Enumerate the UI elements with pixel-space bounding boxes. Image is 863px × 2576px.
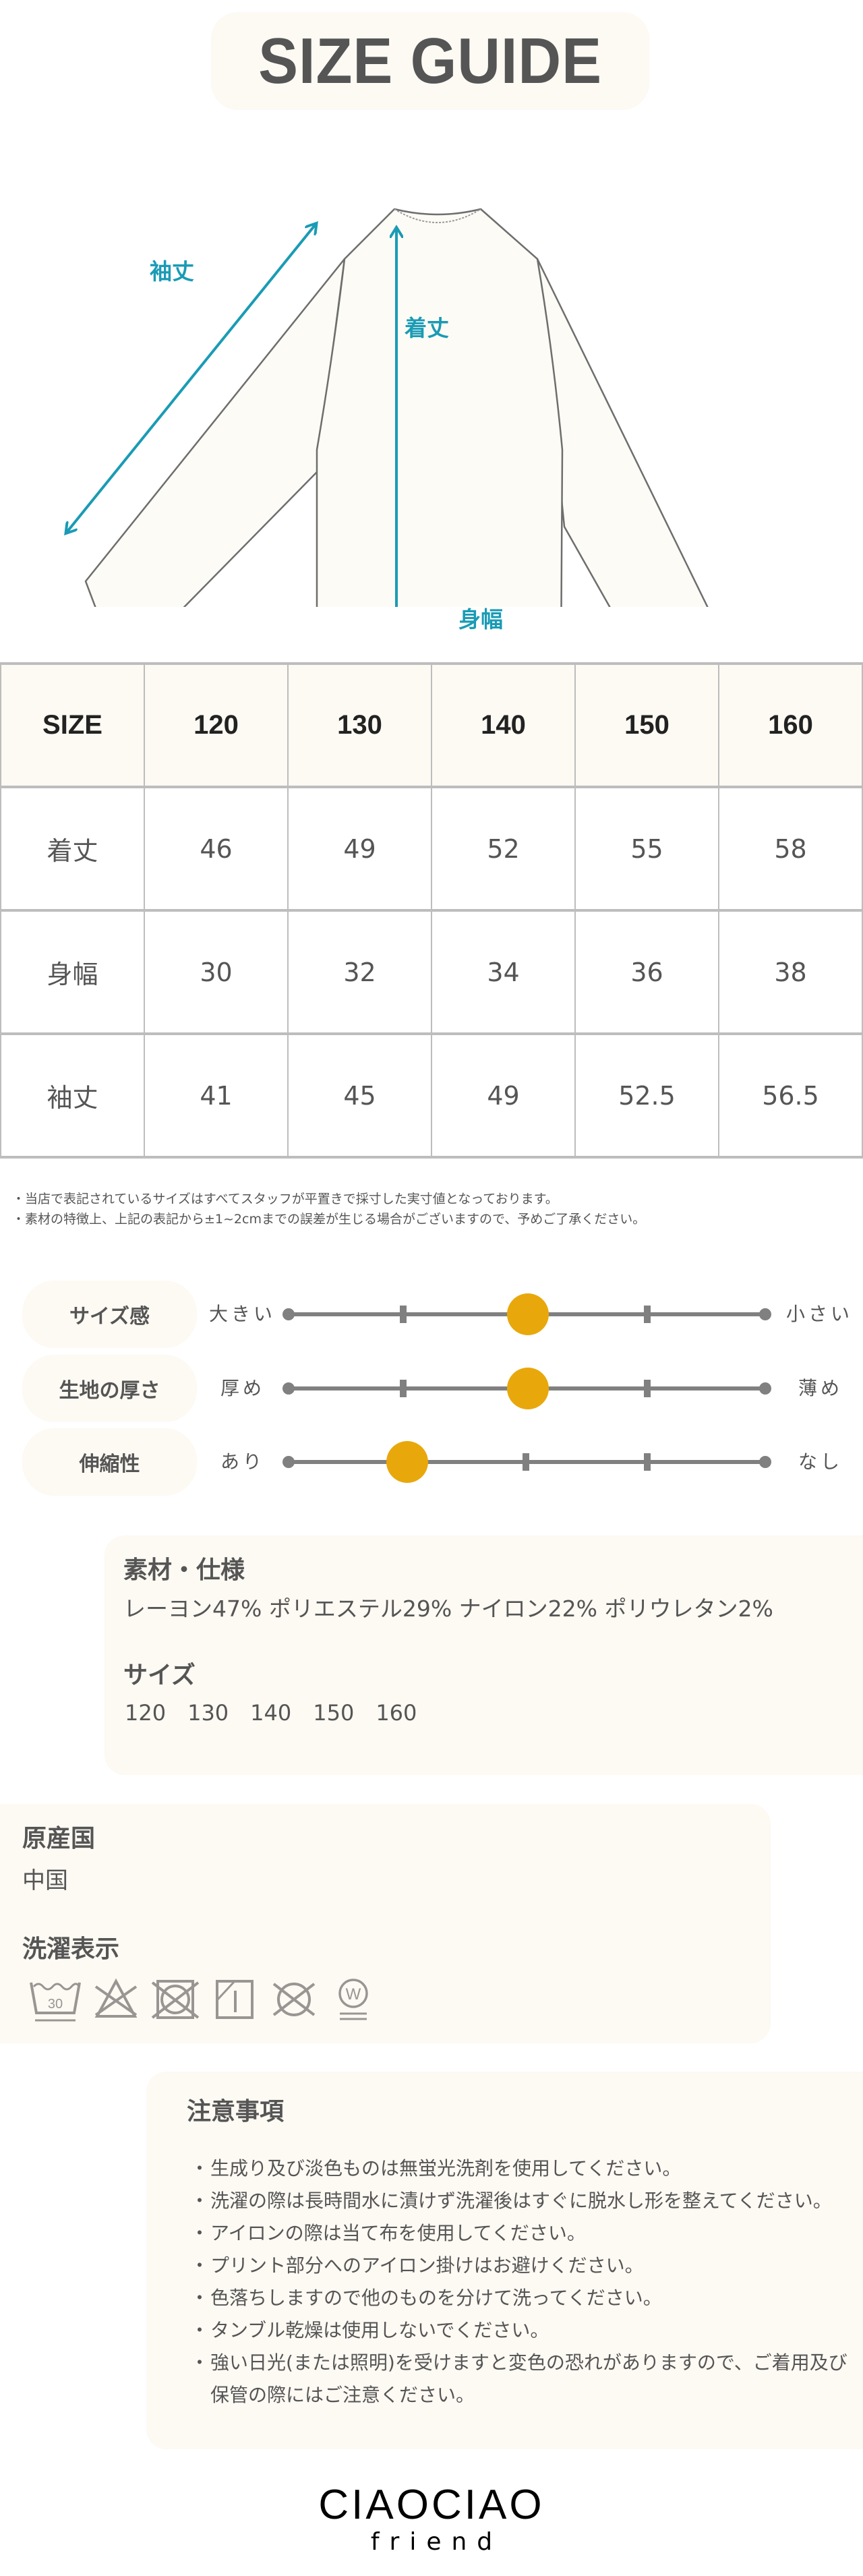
brand-sub: friend — [370, 2528, 503, 2556]
slider-label: 生地の厚さ — [22, 1355, 197, 1422]
sizes-heading: サイズ — [123, 1662, 196, 1689]
disclaimer-line: ・当店で表記されているサイズはすべてスタッフが平置きで採寸した実寸値となっており… — [12, 1192, 558, 1206]
svg-text:30: 30 — [48, 1997, 63, 2012]
no-bleach-icon — [86, 1976, 146, 2023]
line-dry-shade-icon — [205, 1976, 264, 2023]
table-cell: 58 — [718, 786, 863, 911]
slider-endpoint — [759, 1308, 771, 1320]
slider-label: 伸縮性 — [22, 1428, 197, 1496]
table-row: 着丈 46 49 52 55 58 — [0, 786, 863, 911]
slider-knob — [386, 1441, 428, 1483]
list-item: 洗濯の際は長時間水に漬けず洗濯後はすぐに脱水し形を整えてください。 — [190, 2185, 863, 2217]
row-label: 身幅 — [0, 909, 145, 1034]
header-size: 140 — [431, 662, 576, 788]
header-size: 160 — [718, 662, 863, 788]
slider-max-label: 薄め — [798, 1377, 843, 1399]
table-cell: 41 — [144, 1032, 289, 1159]
row-label: 袖丈 — [0, 1032, 145, 1159]
no-tumble-dry-icon — [146, 1976, 205, 2023]
size-disclaimer: ・当店で表記されているサイズはすべてスタッフが平置きで採寸した実寸値となっており… — [12, 1189, 863, 1229]
slider-endpoint — [759, 1456, 771, 1468]
table-header-row: SIZE 120 130 140 150 160 — [0, 662, 863, 788]
table-cell: 52 — [431, 786, 576, 911]
table-cell: 34 — [431, 909, 576, 1034]
table-row: 身幅 30 32 34 36 38 — [0, 909, 863, 1034]
table-cell: 52.5 — [574, 1032, 719, 1159]
slider-tick — [644, 1453, 651, 1471]
header-size: 120 — [144, 662, 289, 788]
list-item: 強い日光(または照明)を受けますと変色の恐れがありますので、ご着用及び保管の際に… — [190, 2347, 863, 2411]
title-banner: SIZE GUIDE — [211, 12, 649, 110]
available-sizes: 120 130 140 150 160 — [125, 1700, 417, 1726]
slider-min-label: 厚め — [220, 1377, 266, 1399]
garment-diagram: 袖丈 着丈 身幅 — [0, 162, 863, 633]
table-cell: 49 — [431, 1032, 576, 1159]
care-heading: 洗濯表示 — [22, 1935, 120, 1963]
list-item: アイロンの際は当て布を使用してください。 — [190, 2217, 863, 2250]
slider-min-label: 大きい — [209, 1303, 276, 1325]
list-item: 生成り及び淡色ものは無蛍光洗剤を使用してください。 — [190, 2153, 863, 2185]
header-size: 130 — [287, 662, 432, 788]
notes-list: 生成り及び淡色ものは無蛍光洗剤を使用してください。 洗濯の際は長時間水に漬けず洗… — [190, 2153, 863, 2411]
slider-endpoint — [282, 1456, 295, 1468]
svg-text:W: W — [346, 1985, 361, 2003]
slider-max-label: なし — [798, 1451, 843, 1473]
slider-tick — [644, 1380, 651, 1397]
slider-endpoint — [759, 1382, 771, 1395]
table-cell: 30 — [144, 909, 289, 1034]
slider-max-label: 小さい — [786, 1303, 854, 1325]
table-cell: 32 — [287, 909, 432, 1034]
notes-box: 注意事項 生成り及び淡色ものは無蛍光洗剤を使用してください。 洗濯の際は長時間水… — [146, 2072, 863, 2449]
header-size-label: SIZE — [0, 662, 145, 788]
slider-tick — [400, 1306, 407, 1323]
fit-slider-thickness: 生地の厚さ 厚め 薄め — [0, 1355, 863, 1422]
sleeve-length-label: 袖丈 — [150, 258, 194, 285]
slider-min-label: あり — [220, 1451, 266, 1473]
shirt-outline-icon — [0, 208, 709, 607]
body-width-label: 身幅 — [458, 606, 503, 633]
notes-heading: 注意事項 — [187, 2098, 285, 2126]
list-item: タンブル乾燥は使用しないでください。 — [190, 2314, 863, 2347]
row-label: 着丈 — [0, 786, 145, 911]
care-icons: 30 — [27, 1976, 383, 2023]
table-cell: 49 — [287, 786, 432, 911]
wash-30-gentle-icon: 30 — [27, 1976, 86, 2023]
fit-slider-stretch: 伸縮性 あり なし — [0, 1428, 863, 1496]
table-row: 袖丈 41 45 49 52.5 56.5 — [0, 1032, 863, 1159]
slider-tick — [400, 1380, 407, 1397]
table-cell: 36 — [574, 909, 719, 1034]
table-cell: 56.5 — [718, 1032, 863, 1159]
slider-knob — [507, 1368, 549, 1409]
list-item: プリント部分へのアイロン掛けはお避けください。 — [190, 2250, 863, 2282]
slider-endpoint — [282, 1382, 295, 1395]
table-cell: 38 — [718, 909, 863, 1034]
origin-care-box: 原産国 中国 洗濯表示 30 — [0, 1804, 771, 2043]
brand-name: CIAOCIAO — [318, 2482, 545, 2528]
fit-slider-size: サイズ感 大きい 小さい — [0, 1281, 863, 1348]
disclaimer-line: ・素材の特徴上、上記の表記から±1~2cmまでの誤差が生じる場合がございますので… — [12, 1212, 646, 1227]
origin-value: 中国 — [22, 1867, 68, 1894]
table-cell: 46 — [144, 786, 289, 911]
table-cell: 45 — [287, 1032, 432, 1159]
table-cell: 55 — [574, 786, 719, 911]
material-composition: レーヨン47% ポリエステル29% ナイロン22% ポリウレタン2% — [123, 1596, 773, 1622]
page-title: SIZE GUIDE — [258, 24, 602, 97]
size-table: SIZE 120 130 140 150 160 着丈 46 49 52 55 … — [0, 662, 863, 1159]
no-dry-clean-icon — [264, 1976, 324, 2023]
wet-clean-very-gentle-icon: W — [324, 1976, 383, 2023]
material-spec-box: 素材・仕様 レーヨン47% ポリエステル29% ナイロン22% ポリウレタン2%… — [105, 1535, 863, 1775]
slider-tick — [644, 1306, 651, 1323]
brand-logo: CIAOCIAO friend — [256, 2482, 607, 2556]
slider-label: サイズ感 — [22, 1281, 197, 1348]
slider-knob — [507, 1293, 549, 1335]
slider-endpoint — [282, 1308, 295, 1320]
origin-heading: 原産国 — [22, 1825, 96, 1852]
slider-tick — [523, 1453, 529, 1471]
header-size: 150 — [574, 662, 719, 788]
body-length-label: 着丈 — [405, 315, 449, 341]
list-item: 色落ちしますので他のものを分けて洗ってください。 — [190, 2282, 863, 2314]
material-heading: 素材・仕様 — [123, 1556, 245, 1584]
